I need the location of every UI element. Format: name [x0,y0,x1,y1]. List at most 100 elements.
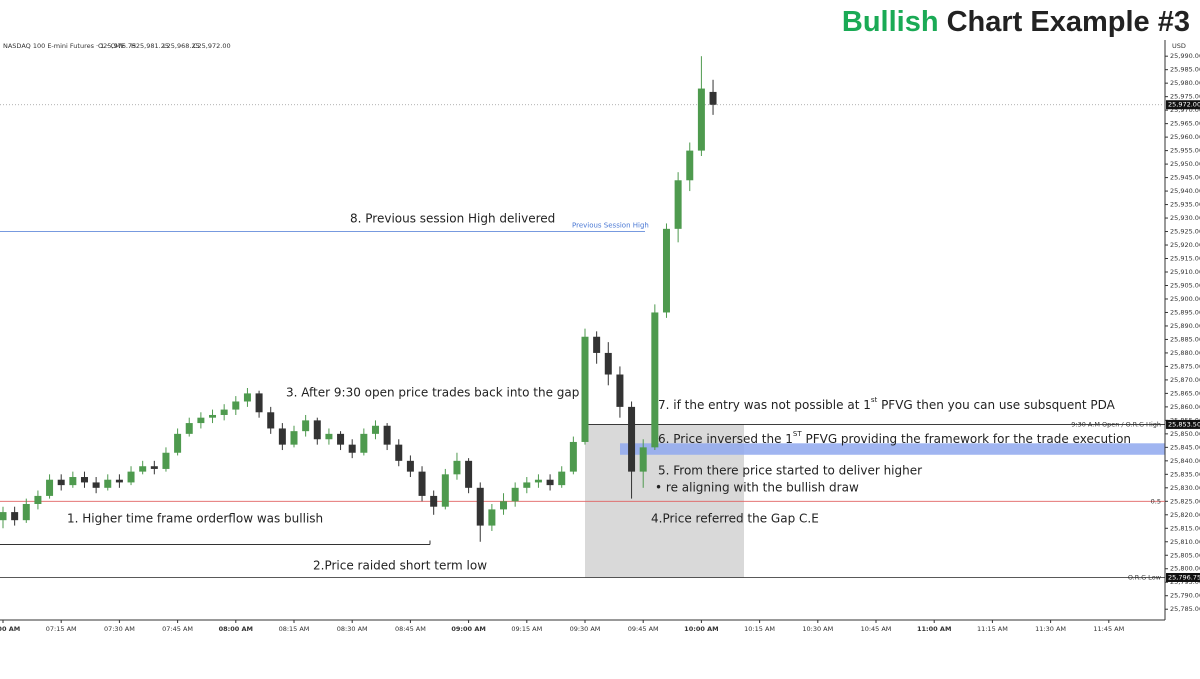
x-tick-label: 11:45 AM [1093,625,1124,633]
candle-body [209,414,217,418]
annotation: 2.Price raided short term low [313,559,487,573]
candle-body [686,150,694,181]
y-tick-label: 25,950.00 [1170,160,1200,168]
y-tick-label: 25,945.00 [1170,174,1200,182]
x-tick-label: 11:00 AM [917,625,951,633]
annotation: • re aligning with the bullish draw [655,481,859,495]
candle-body [383,425,391,445]
candle-body [488,509,496,526]
x-tick-label: 07:30 AM [104,625,135,633]
fvg-zone [620,443,1165,455]
y-tick-label: 25,800.00 [1170,565,1200,573]
candle-body [46,479,54,496]
y-tick-label: 25,810.00 [1170,538,1200,546]
candle-body [581,336,589,442]
candle-body [569,441,577,472]
y-tick-label: 25,975.00 [1170,93,1200,101]
candle-body [92,482,100,488]
x-tick-label: 11:15 AM [977,625,1008,633]
y-tick-label: 25,875.00 [1170,362,1200,370]
y-tick-label: 25,965.00 [1170,120,1200,128]
x-tick-label: 09:00 AM [451,625,485,633]
x-tick-label: 07:45 AM [162,625,193,633]
x-tick-label: 09:15 AM [511,625,542,633]
ohlc-open: O25,976.75 [98,42,136,50]
x-tick-label: 09:45 AM [628,625,659,633]
x-tick-label: 08:15 AM [279,625,310,633]
title: Bullish Chart Example #3 [842,6,1190,39]
annotation: 7. if the entry was not possible at 1st … [658,396,1116,412]
candle-body [69,477,77,486]
candle-body [0,512,7,521]
y-tick-label: 25,885.00 [1170,335,1200,343]
x-tick-label: 07:15 AM [46,625,77,633]
x-tick-label: 10:45 AM [861,625,892,633]
y-tick-label: 25,940.00 [1170,187,1200,195]
price-label: 25,853.50 [1168,420,1200,428]
level-name: O.R.G Low [1128,574,1162,582]
candle-body [500,501,508,510]
title-accent: Bullish [841,6,939,38]
y-tick-label: 25,850.00 [1170,430,1200,438]
candle-body [197,417,205,424]
price-label-box [1166,573,1200,583]
candle-body [11,512,19,521]
y-tick-label: 25,845.00 [1170,443,1200,451]
candle-body [104,479,112,488]
x-tick-label: 11:30 AM [1035,625,1066,633]
ohlc-close: C25,972.00 [193,42,231,50]
annotation-sup: st [871,396,878,404]
candle-body [604,352,612,375]
y-tick-label: 25,925.00 [1170,228,1200,236]
candle-body [302,420,310,432]
y-tick-label: 25,835.00 [1170,470,1200,478]
annotation: 1. Higher time frame orderflow was bulli… [67,512,323,526]
x-tick-label: 10:15 AM [744,625,775,633]
candle-body [662,228,670,313]
candle-body [418,471,426,496]
candle-body [511,487,519,502]
candle-body [325,433,333,440]
candle-body [115,479,123,483]
y-tick-label: 25,955.00 [1170,147,1200,155]
candle-body [441,474,449,507]
x-tick-label: 08:30 AM [337,625,368,633]
x-tick-label: 07:00 AM [0,625,20,633]
x-tick-label: 09:30 AM [570,625,601,633]
candle-body [546,479,554,486]
price-label: 25,796.75 [1168,574,1200,582]
y-tick-label: 25,980.00 [1170,79,1200,87]
y-tick-label: 25,830.00 [1170,484,1200,492]
candle-body [80,477,88,483]
candle-body [139,466,147,472]
y-tick-label: 25,795.00 [1170,578,1200,586]
candle-body [476,487,484,526]
annotation: 8. Previous session High delivered [350,212,555,226]
x-tick-label: 10:30 AM [802,625,833,633]
y-tick-label: 25,990.00 [1170,52,1200,60]
candle-body [371,425,379,434]
y-tick-label: 25,895.00 [1170,308,1200,316]
y-tick-label: 25,900.00 [1170,295,1200,303]
candle-body [593,336,601,353]
y-tick-label: 25,890.00 [1170,322,1200,330]
candle-body [290,431,298,445]
candle-body [465,460,473,488]
x-tick-label: 08:45 AM [395,625,426,633]
candle-body [616,374,624,407]
annotation-part: PFVG then you can use subsquent PDA [877,398,1115,412]
annotation-sup: ST [793,430,802,438]
candle-body [232,401,240,410]
candle-body [430,495,438,507]
candle-body [255,393,263,413]
annotation: 5. From there price started to deliver h… [658,464,922,478]
candle-body [162,452,170,469]
level-name: Previous Session High [572,222,649,230]
annotation: 6. Price inversed the 1ST PFVG providing… [658,430,1131,446]
candle-body [337,433,345,445]
candle-body [709,91,717,105]
candle-body [453,460,461,475]
y-tick-label: 25,915.00 [1170,255,1200,263]
x-tick-label: 08:00 AM [219,625,253,633]
